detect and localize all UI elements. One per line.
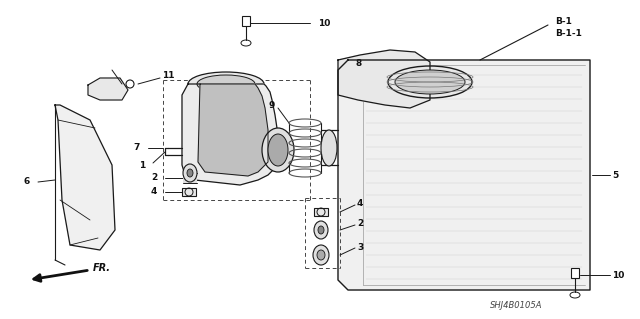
Ellipse shape (197, 75, 255, 93)
Text: 9: 9 (269, 100, 275, 109)
Bar (182, 188, 196, 196)
Text: 2: 2 (151, 174, 157, 182)
Text: 11: 11 (162, 71, 175, 80)
Ellipse shape (314, 221, 328, 239)
Bar (242, 16, 250, 26)
Text: 2: 2 (357, 219, 364, 228)
Polygon shape (338, 50, 430, 108)
Text: 10: 10 (612, 271, 625, 279)
Polygon shape (182, 84, 278, 185)
Text: 1: 1 (139, 160, 145, 169)
Polygon shape (338, 60, 590, 290)
Bar (183, 173, 197, 183)
Text: B-1-1: B-1-1 (555, 28, 582, 38)
Text: 5: 5 (612, 170, 618, 180)
Text: SHJ4B0105A: SHJ4B0105A (490, 300, 543, 309)
Text: 6: 6 (24, 177, 30, 187)
Ellipse shape (318, 226, 324, 234)
Text: 4: 4 (150, 188, 157, 197)
Text: 7: 7 (134, 144, 140, 152)
Ellipse shape (395, 70, 465, 94)
Polygon shape (55, 105, 115, 250)
Text: 3: 3 (357, 242, 364, 251)
Polygon shape (88, 78, 128, 100)
Ellipse shape (183, 164, 197, 182)
Bar (571, 268, 579, 278)
Ellipse shape (188, 72, 264, 96)
Ellipse shape (262, 128, 294, 172)
Ellipse shape (268, 134, 288, 166)
Text: B-1: B-1 (555, 18, 572, 26)
Bar (314, 208, 328, 216)
Ellipse shape (321, 130, 337, 166)
Text: 4: 4 (357, 199, 364, 209)
Ellipse shape (187, 169, 193, 177)
Ellipse shape (313, 245, 329, 265)
Text: 8: 8 (356, 58, 362, 68)
Ellipse shape (317, 250, 325, 260)
Text: FR.: FR. (93, 263, 111, 273)
Text: 10: 10 (318, 19, 330, 27)
Polygon shape (198, 84, 268, 176)
Ellipse shape (388, 66, 472, 98)
